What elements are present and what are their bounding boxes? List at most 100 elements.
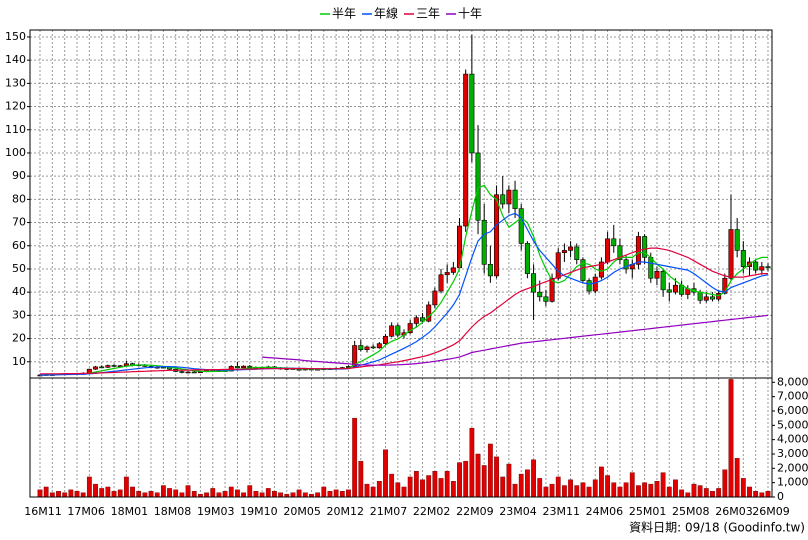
candle-body (512, 189, 518, 209)
volume-bar (346, 489, 351, 498)
volume-bar (142, 492, 148, 498)
candle-body (648, 257, 654, 279)
volume-bar (407, 476, 413, 498)
volume-bar (222, 491, 228, 498)
volume-bar (333, 489, 339, 498)
volume-bar (290, 492, 296, 498)
candle-body (617, 245, 623, 260)
volume-bar (241, 492, 246, 498)
candle-body (598, 261, 604, 278)
candle-body (728, 229, 734, 279)
y-tick-label: 1,000 (777, 476, 808, 489)
volume-bar (654, 481, 660, 498)
volume-bar (555, 476, 561, 498)
candle-body (228, 366, 234, 372)
candle-body (413, 317, 419, 324)
x-tick-label: 20M12 (327, 505, 365, 518)
volume-bar (179, 492, 185, 498)
candle-body (105, 365, 111, 368)
candle-body (487, 264, 493, 277)
legend-label: 年線 (374, 6, 398, 21)
volume-bar (679, 489, 685, 498)
candle-body (605, 238, 611, 263)
volume-bar (327, 491, 333, 498)
volume-bar (605, 475, 610, 498)
legend-label: 半年 (332, 7, 356, 21)
volume-bar (80, 492, 86, 498)
candle-body (716, 293, 722, 300)
y-tick-label: 110 (5, 123, 26, 136)
volume-bar (685, 492, 691, 498)
y-tick-label: 2,000 (777, 461, 808, 474)
volume-bar (185, 485, 191, 498)
y-tick-label: 100 (5, 146, 26, 159)
y-tick-label: 90 (12, 169, 26, 182)
volume-bar (259, 492, 265, 498)
volume-bar (642, 482, 648, 498)
candle-body (370, 346, 376, 349)
candle-body (247, 365, 253, 368)
volume-bar (204, 492, 209, 498)
y-tick-label: 60 (12, 239, 26, 252)
volume-bar (549, 483, 555, 498)
volume-bar (86, 476, 92, 498)
y-tick-label: 10 (12, 355, 26, 368)
volume-bar (49, 492, 55, 498)
legend-label: 三年 (416, 7, 440, 21)
x-tick-label: 17M06 (67, 505, 105, 518)
y-tick-label: 130 (5, 76, 26, 89)
x-tick-label: 18M01 (111, 505, 149, 518)
candle-body (666, 289, 672, 293)
volume-bar (728, 379, 734, 498)
candle-body (734, 229, 740, 251)
volume-bar (117, 489, 123, 498)
volume-bar (580, 482, 586, 498)
candle-body (586, 280, 592, 292)
volume-bar (123, 476, 129, 498)
volume-bar (389, 473, 395, 498)
y-tick-label: 0 (777, 490, 784, 503)
candle-body (364, 346, 370, 350)
volume-bar (160, 485, 166, 498)
candle-body (543, 296, 549, 302)
volume-bar (765, 491, 771, 498)
y-tick-label: 70 (12, 216, 26, 229)
candle-body (444, 272, 450, 276)
candle-body (654, 270, 660, 279)
volume-bar (629, 472, 635, 498)
volume-bar (376, 481, 382, 498)
candle-body (99, 366, 105, 369)
candle-body (703, 296, 709, 301)
candle-body (753, 261, 759, 271)
volume-bar (444, 470, 450, 498)
volume-bar (450, 481, 456, 498)
y-tick-label: 50 (12, 262, 26, 275)
candle-body (93, 366, 99, 370)
volume-bar (611, 482, 617, 498)
volume-bar (216, 492, 222, 498)
volume-bar (494, 456, 499, 498)
volume-bar (364, 483, 370, 498)
volume-bar (500, 476, 506, 498)
candle-body (549, 277, 555, 302)
footer: 資料日期: 09/18 (Goodinfo.tw) (629, 521, 805, 535)
candle-body (432, 290, 438, 306)
volume-bar (599, 466, 604, 498)
grid (30, 30, 772, 497)
volume-bar (296, 489, 302, 498)
ma-line (40, 212, 769, 376)
volume-bar (537, 478, 543, 498)
volume-bar (278, 492, 284, 498)
volume-bar (154, 492, 160, 498)
volume-bar (228, 486, 234, 498)
y-tick-label: 5,000 (777, 418, 808, 431)
volume-bar (432, 470, 438, 498)
y-tick-label: 8,000 (777, 375, 808, 388)
x-tick-label: 21M07 (370, 505, 408, 518)
volume-bar (426, 475, 432, 498)
volume-bar (339, 491, 345, 498)
volume-bar (487, 443, 493, 498)
x-tick-label: 23M11 (542, 505, 580, 518)
candle-body (722, 277, 728, 294)
ma-line (40, 247, 768, 375)
